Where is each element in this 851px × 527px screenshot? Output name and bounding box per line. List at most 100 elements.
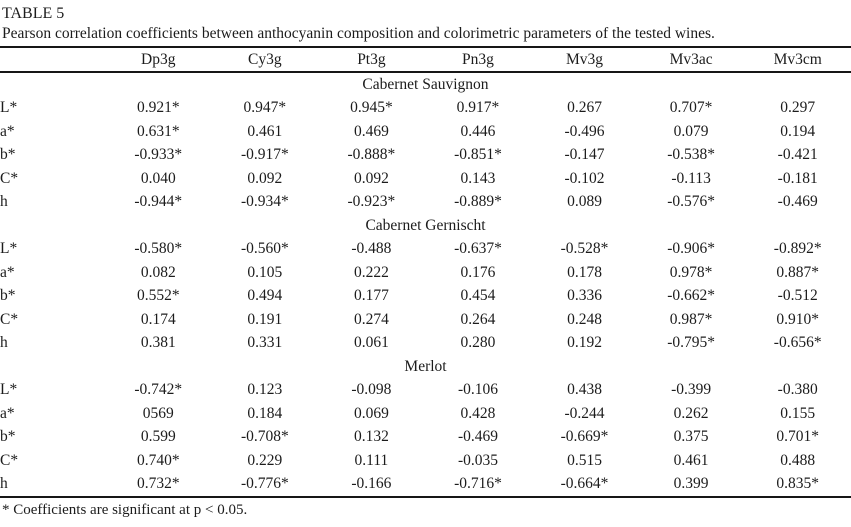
cell-value: -0.399 — [671, 381, 712, 399]
column-header-Mv3cm: Mv3cm — [773, 50, 822, 68]
cell-value: 0.835* — [776, 475, 819, 493]
cell-value: 0.178 — [567, 263, 602, 281]
cell-value: 0.105 — [247, 263, 283, 281]
cell-value: 0.438 — [567, 381, 602, 399]
cell-value: 0.701* — [776, 428, 819, 446]
cell-value: 0.732* — [136, 475, 180, 493]
cell-value: -0.669* — [560, 428, 609, 446]
cell-value: 0.176 — [460, 263, 496, 281]
cell-value: 0.631* — [136, 122, 180, 140]
cell-value: -0.488 — [351, 240, 392, 258]
cell-value: -0.576* — [667, 193, 715, 211]
cell-value: -0.892* — [773, 240, 822, 258]
row-label: a* — [0, 404, 15, 422]
table-row: a* 0.082 0.105 0.222 0.176 0.178 0.978* 0.887* — [0, 261, 851, 285]
cell-value: 0.262 — [673, 404, 709, 422]
cell-value: -0.664* — [560, 475, 609, 493]
cell-value: 0.111 — [354, 451, 389, 469]
row-label: L* — [0, 240, 18, 258]
cell-value: 0.040 — [140, 169, 176, 187]
row-label: h — [0, 334, 8, 352]
cell-value: 0.177 — [353, 287, 389, 305]
cell-value: 0.887* — [776, 263, 819, 281]
column-header-Cy3g: Cy3g — [248, 50, 282, 68]
cell-value: -0.888* — [347, 146, 396, 164]
table-body: Cabernet Sauvignon L* 0.921* 0.947* 0.945* 0.… — [0, 72, 851, 497]
cell-value: -0.181 — [777, 169, 818, 187]
section-row: Cabernet Gernischt — [0, 214, 851, 238]
table-row: L* -0.742* 0.123 -0.098 -0.106 0.438 -0.399 -0.… — [0, 379, 851, 403]
column-header-Mv3g: Mv3g — [566, 50, 604, 68]
cell-value: 0.331 — [247, 334, 283, 352]
row-label: L* — [0, 381, 18, 399]
table-footnote: * Coefficients are significant at p < 0.… — [2, 502, 248, 518]
cell-value: -0.147 — [564, 146, 605, 164]
section-row: Merlot — [0, 355, 851, 379]
row-label: C* — [0, 310, 19, 328]
cell-value: -0.421 — [777, 146, 818, 164]
cell-value: 0.174 — [140, 310, 176, 328]
row-label-column-header — [0, 47, 105, 72]
cell-value: -0.776* — [240, 475, 289, 493]
table-row: C* 0.040 0.092 0.092 0.143 -0.102 -0.113 -0.181 — [0, 167, 851, 191]
cell-value: 0.947* — [243, 99, 287, 117]
cell-value: 0.494 — [247, 287, 283, 305]
cell-value: 0.469 — [353, 122, 389, 140]
cell-value: 0.336 — [567, 287, 602, 305]
row-label: C* — [0, 451, 19, 469]
table-caption: Pearson correlation coefficients between… — [2, 25, 715, 42]
cell-value: 0.092 — [247, 169, 283, 187]
cell-value: -0.560* — [240, 240, 289, 258]
cell-value: 0.082 — [140, 263, 176, 281]
cell-value: -0.934* — [240, 193, 289, 211]
cell-value: -0.637* — [454, 240, 502, 258]
cell-value: 0.092 — [353, 169, 389, 187]
cell-value: -0.098 — [351, 381, 392, 399]
table-row: C* 0.174 0.191 0.274 0.264 0.248 0.987* 0.910* — [0, 308, 851, 332]
cell-value: 0.917* — [456, 99, 500, 117]
cell-value: -0.851* — [454, 146, 502, 164]
cell-value: 0.155 — [780, 404, 816, 422]
cell-value: 0.515 — [567, 451, 602, 469]
cell-value: -0.528* — [560, 240, 609, 258]
row-label: C* — [0, 169, 19, 187]
table-row: b* -0.933* -0.917* -0.888* -0.851* -0.147 -0.5… — [0, 144, 851, 168]
cell-value: 0.454 — [460, 287, 496, 305]
cell-value: 0.488 — [780, 451, 816, 469]
cell-value: 0.264 — [460, 310, 496, 328]
table-row: a* 0.631* 0.461 0.469 0.446 -0.496 0.079 0.194 — [0, 120, 851, 144]
cell-value: 0.248 — [567, 310, 602, 328]
cell-value: -0.538* — [667, 146, 715, 164]
cell-value: -0.469 — [777, 193, 818, 211]
cell-value: 0.978* — [669, 263, 713, 281]
cell-value: 0.461 — [673, 451, 709, 469]
cell-value: 0.079 — [673, 122, 709, 140]
table-row: b* 0.552* 0.494 0.177 0.454 0.336 -0.662* -0.51… — [0, 285, 851, 309]
cell-value: 0.267 — [567, 99, 602, 117]
cell-value: 0.461 — [247, 122, 283, 140]
cell-value: 0.446 — [460, 122, 496, 140]
cell-value: -0.716* — [454, 475, 502, 493]
section-title: Merlot — [404, 357, 447, 375]
section-title: Cabernet Gernischt — [365, 216, 486, 234]
cell-value: -0.923* — [347, 193, 396, 211]
table-number-label: TABLE 5 — [2, 5, 65, 22]
section-title: Cabernet Sauvignon — [362, 75, 489, 93]
cell-value: -0.933* — [134, 146, 183, 164]
cell-value: -0.244 — [564, 404, 605, 422]
cell-value: 0.552* — [136, 287, 180, 305]
table-header-row: Dp3g Cy3g Pt3g Pn3g Mv3g Mv3ac Mv3cm — [0, 47, 851, 72]
cell-value: 0.222 — [353, 263, 389, 281]
cell-value: -0.113 — [671, 169, 711, 187]
row-label: L* — [0, 99, 18, 117]
cell-value: 0.987* — [669, 310, 713, 328]
cell-value: 0.069 — [353, 404, 389, 422]
table-row: a* 0569 0.184 0.069 0.428 -0.244 0.262 0.155 — [0, 402, 851, 426]
cell-value: 0.910* — [776, 310, 819, 328]
cell-value: -0.708* — [240, 428, 289, 446]
cell-value: 0.274 — [353, 310, 389, 328]
cell-value: 0.061 — [353, 334, 389, 352]
cell-value: 0.143 — [460, 169, 496, 187]
cell-value: 0.192 — [567, 334, 602, 352]
